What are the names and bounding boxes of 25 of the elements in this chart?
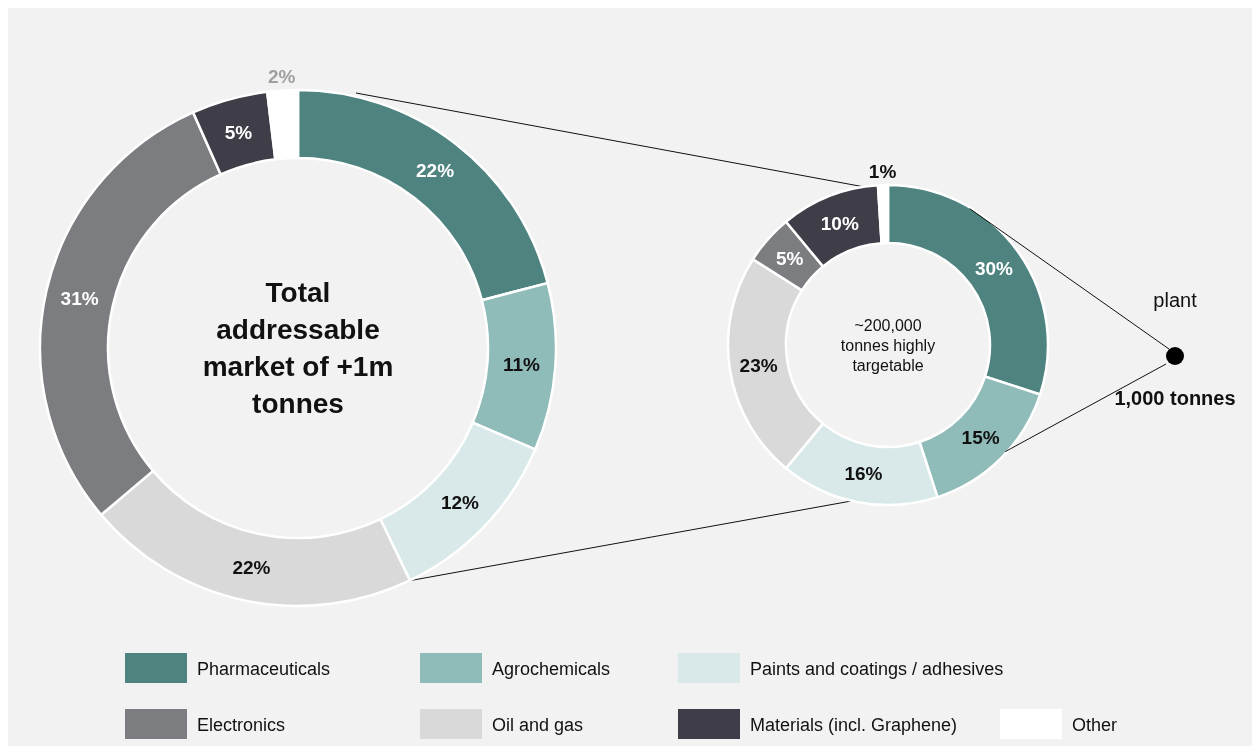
data-label: 2% [268,65,296,87]
data-label: 5% [224,121,253,143]
legend-label: Agrochemicals [492,659,611,679]
legend-label: Paints and coatings / adhesives [750,659,1004,679]
text: ~200,000 tonnes highly targetable [840,316,936,374]
data-label: 15% [961,427,1000,449]
data-label: 22% [416,160,455,182]
data-label: 22% [232,556,271,578]
data-label: 23% [739,354,778,376]
data-label: 31% [60,287,99,309]
legend-label: Electronics [197,715,286,735]
data-label: 11% [502,354,540,376]
data-label: 1% [868,160,897,182]
data-label: 12% [440,492,480,514]
data-label: 30% [974,257,1014,279]
text: plant [1153,289,1198,311]
legend-label: Pharmaceuticals [197,659,331,679]
legend-label: Materials (incl. Graphene) [750,715,958,735]
legend-label: Other [1072,715,1118,735]
legend-label: Oil and gas [492,715,584,735]
text: Total addressable market of +1m tonnes [202,277,394,419]
data-label: 5% [776,247,804,269]
text: 1,000 tonnes [1114,387,1236,409]
data-label: 10% [820,212,859,234]
data-label: 16% [844,463,883,485]
